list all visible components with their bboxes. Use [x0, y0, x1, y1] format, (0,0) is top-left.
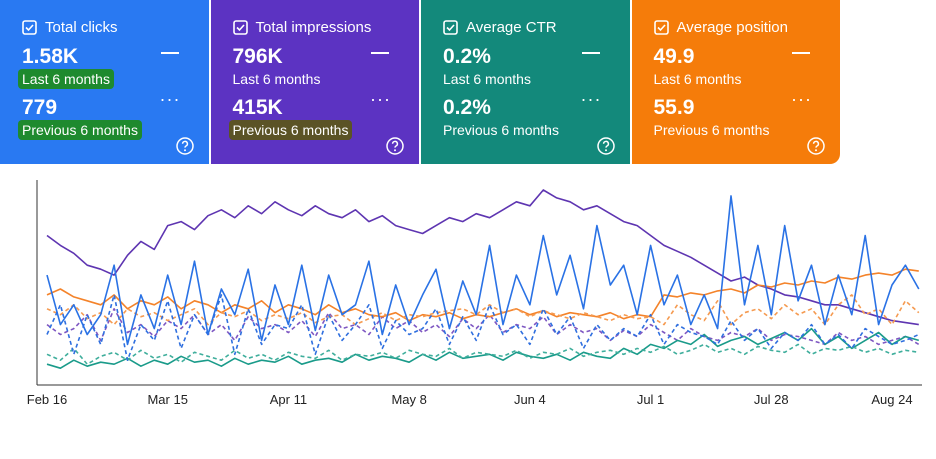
previous-label: Previous 6 months	[18, 120, 142, 140]
series-line	[46, 195, 920, 346]
x-tick-label: Jul 28	[754, 392, 789, 407]
card-title: Average position	[676, 18, 788, 36]
previous-dots-icon: ···	[370, 89, 391, 109]
current-line-icon	[160, 52, 179, 54]
card-header: Total impressions	[232, 16, 420, 38]
x-tick-label: Jul 1	[637, 392, 664, 407]
help	[175, 136, 195, 161]
current-line-icon	[371, 52, 389, 54]
help	[385, 136, 405, 161]
help-icon[interactable]	[175, 136, 195, 156]
current-value: 1.58K	[22, 45, 79, 68]
current-label: Last 6 months	[443, 71, 531, 87]
current-line-icon	[792, 52, 810, 54]
checkbox-icon	[232, 19, 248, 35]
card-title: Total impressions	[255, 18, 372, 36]
chart: Feb 16 Mar 15 Apr 11 May 8 Jun 4 Jul 1 Jul 28 A…	[27, 180, 922, 407]
help	[596, 136, 616, 161]
x-tick-label: Jun 4	[514, 392, 546, 407]
card-header: Average CTR	[443, 16, 630, 38]
current-label: Last 6 months	[18, 69, 114, 89]
x-tick-label: Apr 11	[270, 392, 307, 407]
previous-value: 55.9	[653, 96, 695, 119]
previous-value: 0.2%	[443, 96, 491, 119]
checkbox-icon	[22, 19, 37, 35]
previous-value: 415K	[232, 96, 283, 119]
help-icon[interactable]	[596, 136, 616, 156]
previous-dots-icon: ···	[580, 89, 602, 109]
current-value: 796K	[232, 45, 283, 68]
x-tick-label: Aug 24	[871, 392, 912, 407]
series-line	[46, 294, 920, 361]
metric-cards: Total clicks 1.58K Last 6 months 779 Previou…	[0, 0, 840, 164]
previous-label: Previous 6 months	[228, 120, 353, 140]
series-line	[46, 189, 919, 326]
previous-label: Previous 6 months	[653, 122, 770, 138]
current-label: Last 6 months	[653, 71, 742, 87]
current-line-icon	[581, 52, 600, 54]
x-tick-label: May 8	[391, 392, 426, 407]
card-title: Average CTR	[466, 18, 557, 36]
metric-card[interactable]: Average position 49.9 Last 6 months 55.9 Pre…	[631, 0, 841, 164]
current-value: 0.2%	[443, 45, 491, 68]
x-tick-label: Feb 16	[27, 392, 67, 407]
help-icon[interactable]	[385, 136, 405, 156]
checkbox-icon	[653, 19, 669, 35]
metric-card[interactable]: Total impressions 796K Last 6 months 415K Pr…	[210, 0, 420, 164]
x-tick-label: Mar 15	[147, 392, 187, 407]
series-line	[46, 268, 919, 322]
metric-card[interactable]: Average CTR 0.2% Last 6 months 0.2% Previous…	[421, 0, 630, 164]
help-icon[interactable]	[806, 136, 826, 156]
metric-card[interactable]: Total clicks 1.58K Last 6 months 779 Previou…	[0, 0, 209, 164]
previous-dots-icon: ···	[791, 89, 812, 109]
previous-value: 779	[22, 96, 58, 119]
series-line	[46, 343, 919, 365]
series-line	[46, 327, 920, 369]
series-line	[46, 294, 920, 326]
current-value: 49.9	[653, 45, 695, 68]
checkbox-icon	[443, 19, 458, 35]
previous-label: Previous 6 months	[443, 122, 559, 138]
help	[806, 136, 826, 161]
previous-dots-icon: ···	[159, 89, 181, 109]
card-header: Average position	[653, 16, 841, 38]
card-title: Total clicks	[45, 18, 118, 36]
card-header: Total clicks	[22, 16, 209, 38]
current-label: Last 6 months	[232, 71, 321, 87]
